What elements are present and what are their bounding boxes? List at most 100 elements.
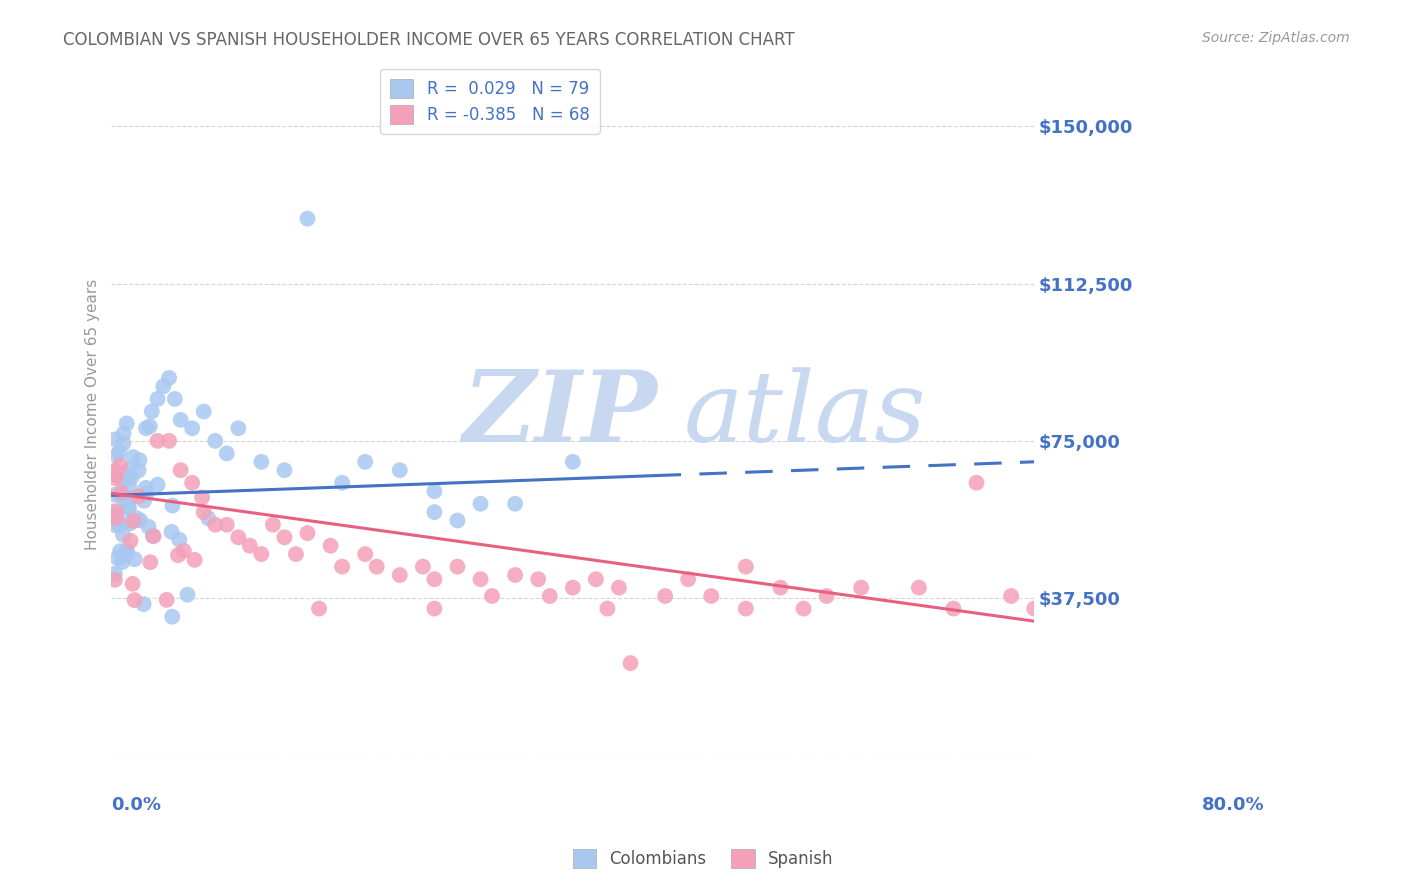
Point — [481, 589, 503, 603]
Text: 80.0%: 80.0% — [1202, 797, 1265, 814]
Point — [423, 601, 446, 615]
Point — [105, 512, 128, 526]
Point — [104, 504, 127, 518]
Point — [815, 589, 838, 603]
Point — [163, 392, 186, 406]
Point — [157, 371, 180, 385]
Point — [128, 453, 150, 467]
Point — [561, 455, 583, 469]
Point — [115, 417, 138, 431]
Point — [122, 514, 145, 528]
Point — [700, 589, 723, 603]
Point — [273, 530, 295, 544]
Point — [107, 468, 129, 483]
Point — [157, 434, 180, 448]
Point — [769, 581, 792, 595]
Point — [470, 497, 492, 511]
Point — [108, 544, 131, 558]
Point — [135, 481, 157, 495]
Point — [191, 491, 214, 505]
Point — [585, 572, 607, 586]
Point — [124, 593, 146, 607]
Point — [423, 484, 446, 499]
Point — [273, 463, 295, 477]
Point — [162, 499, 184, 513]
Point — [117, 470, 139, 484]
Point — [250, 455, 273, 469]
Point — [366, 559, 388, 574]
Point — [105, 511, 128, 525]
Point — [121, 470, 143, 484]
Point — [125, 511, 148, 525]
Point — [388, 463, 411, 477]
Point — [110, 458, 132, 473]
Point — [966, 475, 988, 490]
Point — [183, 553, 205, 567]
Point — [239, 539, 262, 553]
Point — [908, 581, 931, 595]
Point — [285, 547, 308, 561]
Point — [596, 601, 619, 615]
Point — [1024, 601, 1046, 615]
Point — [146, 392, 169, 406]
Point — [250, 547, 273, 561]
Point — [115, 545, 138, 559]
Point — [114, 548, 136, 562]
Point — [181, 421, 204, 435]
Point — [354, 547, 377, 561]
Point — [110, 485, 132, 500]
Point — [262, 517, 284, 532]
Point — [110, 488, 132, 502]
Point — [104, 464, 127, 478]
Point — [146, 434, 169, 448]
Point — [330, 559, 353, 574]
Point — [135, 486, 157, 500]
Point — [193, 505, 215, 519]
Point — [162, 609, 184, 624]
Point — [111, 527, 134, 541]
Point — [734, 601, 756, 615]
Point — [446, 559, 468, 574]
Point — [120, 533, 142, 548]
Point — [108, 518, 131, 533]
Point — [139, 419, 162, 434]
Point — [654, 589, 676, 603]
Point — [297, 526, 319, 541]
Point — [112, 473, 135, 487]
Point — [120, 516, 142, 531]
Point — [297, 211, 319, 226]
Point — [117, 471, 139, 485]
Point — [215, 517, 238, 532]
Point — [127, 490, 149, 504]
Point — [423, 505, 446, 519]
Point — [388, 568, 411, 582]
Point — [503, 568, 526, 582]
Point — [114, 467, 136, 482]
Point — [197, 511, 219, 525]
Point — [118, 500, 141, 515]
Point — [167, 548, 190, 562]
Point — [319, 539, 342, 553]
Point — [423, 572, 446, 586]
Point — [120, 491, 142, 505]
Point — [215, 446, 238, 460]
Point — [138, 520, 160, 534]
Point — [112, 436, 135, 450]
Text: 0.0%: 0.0% — [111, 797, 162, 814]
Point — [132, 493, 155, 508]
Point — [204, 434, 226, 448]
Point — [527, 572, 550, 586]
Text: atlas: atlas — [683, 367, 927, 462]
Point — [112, 426, 135, 441]
Point — [942, 601, 965, 615]
Point — [135, 421, 157, 435]
Point — [226, 530, 249, 544]
Point — [124, 552, 146, 566]
Point — [104, 508, 127, 522]
Legend: R =  0.029   N = 79, R = -0.385   N = 68: R = 0.029 N = 79, R = -0.385 N = 68 — [380, 69, 599, 134]
Point — [121, 576, 143, 591]
Point — [181, 475, 204, 490]
Point — [146, 477, 169, 491]
Point — [128, 463, 150, 477]
Point — [176, 588, 198, 602]
